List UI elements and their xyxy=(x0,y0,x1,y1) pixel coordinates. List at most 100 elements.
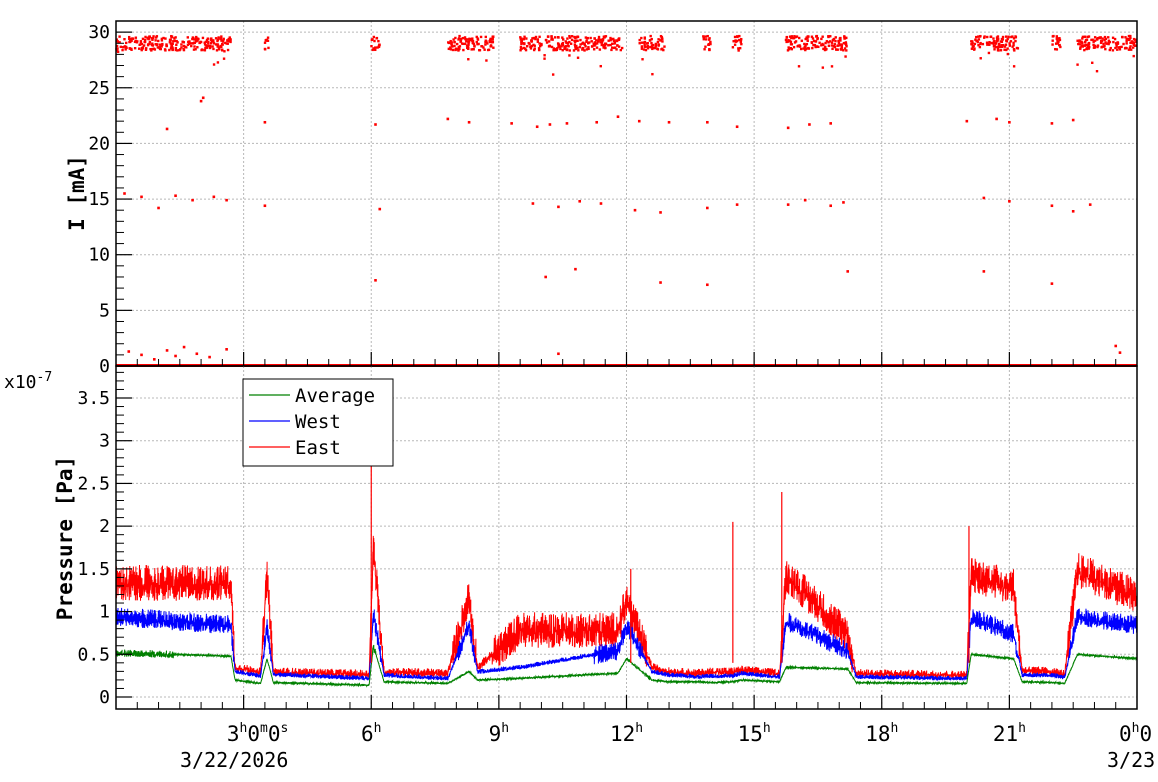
current-point xyxy=(833,45,837,49)
current-point xyxy=(150,49,153,52)
current-point xyxy=(735,125,739,129)
current-point xyxy=(798,45,802,48)
current-point xyxy=(1055,35,1059,38)
current-point xyxy=(656,47,659,50)
current-point xyxy=(977,38,981,41)
current-point xyxy=(1129,45,1132,48)
current-point xyxy=(970,47,974,50)
current-point xyxy=(484,43,487,46)
current-point xyxy=(221,40,225,43)
current-point xyxy=(706,34,709,38)
current-point xyxy=(469,38,472,42)
current-point xyxy=(568,40,571,44)
current-point xyxy=(704,35,707,38)
current-point xyxy=(823,45,827,49)
current-point xyxy=(458,34,461,38)
current-point xyxy=(584,36,588,39)
current-point xyxy=(215,49,219,52)
current-point xyxy=(206,37,210,40)
current-point xyxy=(784,38,788,42)
current-point xyxy=(180,46,183,49)
current-point xyxy=(139,40,143,43)
current-point xyxy=(811,46,814,50)
current-point xyxy=(581,48,584,51)
current-point xyxy=(1125,42,1128,45)
current-point xyxy=(491,35,494,38)
current-point xyxy=(229,38,232,41)
current-point xyxy=(595,120,599,124)
current-point xyxy=(1115,45,1118,48)
current-point xyxy=(168,41,172,44)
current-point xyxy=(467,120,471,124)
current-point xyxy=(1117,46,1121,49)
current-point xyxy=(487,48,491,51)
current-point xyxy=(568,49,571,52)
current-point xyxy=(661,47,664,50)
current-point xyxy=(615,39,619,43)
current-point xyxy=(554,48,557,51)
current-point xyxy=(817,45,820,49)
current-point xyxy=(207,44,210,48)
current-point xyxy=(1076,63,1079,66)
current-point xyxy=(613,42,616,45)
current-point xyxy=(558,45,562,48)
current-point xyxy=(160,45,163,48)
current-point xyxy=(212,195,216,199)
current-point xyxy=(203,41,206,44)
current-point xyxy=(450,41,453,44)
current-point xyxy=(804,45,807,49)
current-point xyxy=(974,38,977,41)
current-point xyxy=(176,49,179,52)
current-point xyxy=(1105,42,1108,45)
current-point xyxy=(152,358,156,361)
current-point xyxy=(992,37,995,40)
current-point xyxy=(644,48,648,52)
current-point xyxy=(651,72,654,76)
current-point xyxy=(650,41,653,45)
current-point xyxy=(1127,34,1131,38)
current-point xyxy=(116,47,119,50)
current-point xyxy=(216,45,219,48)
current-point xyxy=(805,42,809,46)
current-ytick-label: 30 xyxy=(88,22,110,43)
current-point xyxy=(1055,37,1059,40)
current-point xyxy=(174,46,178,50)
current-point xyxy=(790,36,793,40)
current-point xyxy=(599,202,603,205)
current-point xyxy=(466,38,469,41)
current-point xyxy=(590,40,593,43)
current-point xyxy=(844,55,847,58)
current-point xyxy=(375,36,379,40)
current-point xyxy=(472,42,475,45)
current-point xyxy=(174,48,178,52)
current-point xyxy=(1108,40,1112,44)
current-point xyxy=(187,42,191,45)
current-point xyxy=(594,43,597,46)
current-point xyxy=(1093,36,1097,39)
current-point xyxy=(601,39,605,42)
current-point xyxy=(642,41,646,44)
current-point xyxy=(846,270,850,273)
current-point xyxy=(476,42,479,46)
current-ytick-labels: 0 5 10 15 20 25 30 xyxy=(88,22,110,377)
current-point xyxy=(128,39,132,43)
current-point xyxy=(115,44,119,48)
current-point xyxy=(459,37,463,41)
current-point xyxy=(814,40,818,43)
current-point xyxy=(534,37,537,41)
pressure-ytick-labels: 0 0.5 1 1.5 2 2.5 3 3.5 xyxy=(77,388,110,708)
current-point xyxy=(193,45,196,48)
current-point xyxy=(1097,36,1100,40)
current-point xyxy=(1128,46,1132,50)
current-point xyxy=(522,37,526,41)
time-tick-label: 12h xyxy=(610,721,643,746)
current-point xyxy=(1051,39,1054,42)
current-point xyxy=(1133,44,1137,47)
current-point xyxy=(1084,38,1088,42)
current-point xyxy=(468,37,471,40)
pressure-panel: 00.511.522.533.5 x10-7 Pressure [Pa] Ave… xyxy=(4,365,1138,710)
current-point xyxy=(993,44,996,47)
current-point xyxy=(229,40,232,44)
current-point xyxy=(731,46,735,49)
current-point xyxy=(821,66,825,69)
